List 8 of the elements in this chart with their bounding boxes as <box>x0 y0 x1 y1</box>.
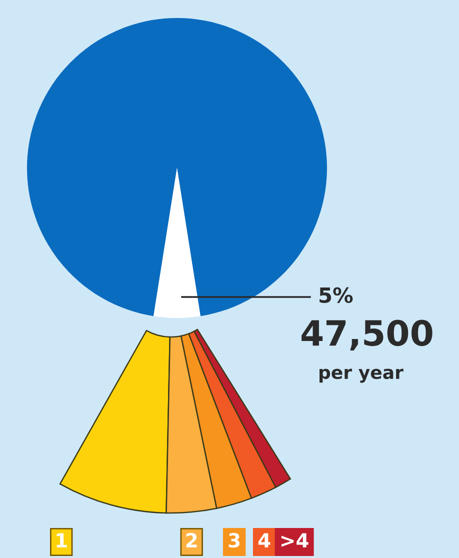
slice-label: 3 <box>228 532 240 548</box>
slice-label: >4 <box>281 533 308 548</box>
text: 47,500 <box>302 320 432 351</box>
slice-label: 1 <box>56 533 67 548</box>
slice-label: 2 <box>186 532 197 548</box>
slice-label: 4 <box>258 533 270 548</box>
data-label: 5% <box>320 287 353 304</box>
text: per year <box>320 368 404 383</box>
